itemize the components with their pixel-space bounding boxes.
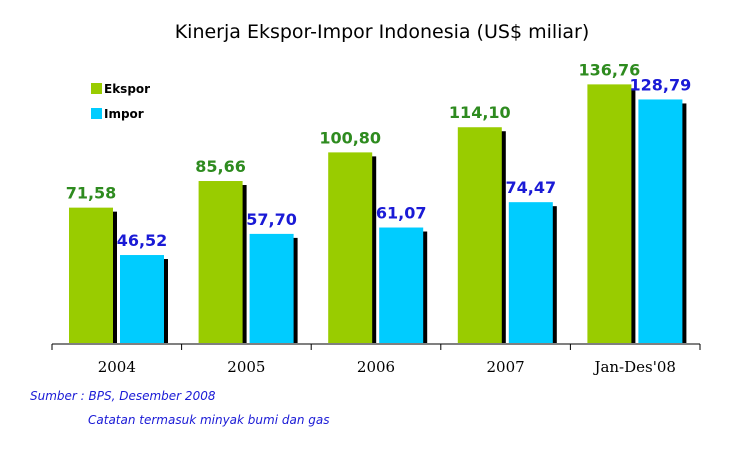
legend-swatch-ekspor [91, 83, 102, 94]
x-tick-label-jan-des-08: Jan-Des'08 [592, 358, 676, 376]
bar-impor-2007 [508, 202, 553, 343]
legend: Ekspor Impor [91, 82, 150, 121]
x-tick-label-2007: 2007 [487, 358, 525, 376]
data-label-impor-2005: 57,70 [246, 210, 297, 229]
bars-layer [69, 84, 687, 344]
data-label-impor-jan-des-08: 128,79 [630, 75, 692, 94]
bar-ekspor-2004 [69, 207, 113, 343]
bar-impor-jan-des-08 [638, 99, 683, 344]
bar-ekspor-2006 [328, 152, 373, 343]
bar-impor-2004 [120, 255, 164, 343]
chart-title: Kinerja Ekspor-Impor Indonesia (US$ mili… [175, 21, 590, 43]
legend-label-impor: Impor [104, 107, 144, 121]
bar-impor-2006 [379, 227, 424, 343]
data-label-ekspor-2004: 71,58 [66, 184, 117, 203]
data-labels-layer: 71,58 46,52 85,66 57,70 100,80 61,07 114,10 74,… [66, 60, 692, 250]
data-label-impor-2006: 61,07 [376, 204, 427, 223]
legend-label-ekspor: Ekspor [104, 82, 150, 96]
x-tick-label-2006: 2006 [357, 358, 395, 376]
x-axis-ticks: 2004 2005 2006 2007 Jan-Des'08 [51, 344, 701, 376]
data-label-ekspor-2007: 114,10 [449, 103, 511, 122]
bar-impor-2005 [249, 233, 294, 343]
source-note: Sumber : BPS, Desember 2008 [30, 389, 216, 403]
bar-ekspor-2005 [198, 181, 243, 343]
bar-ekspor-2007 [457, 127, 502, 343]
data-label-ekspor-jan-des-08: 136,76 [579, 60, 641, 79]
caption-note: Catatan termasuk minyak bumi dan gas [88, 413, 330, 427]
bar-ekspor-jan-des-08 [587, 84, 632, 343]
data-label-ekspor-2005: 85,66 [195, 157, 246, 176]
x-tick-label-2004: 2004 [98, 358, 136, 376]
x-tick-label-2005: 2005 [227, 358, 265, 376]
data-label-impor-2004: 46,52 [117, 231, 168, 250]
data-label-ekspor-2006: 100,80 [319, 128, 381, 147]
data-label-impor-2007: 74,47 [505, 178, 556, 197]
legend-swatch-impor [91, 108, 102, 119]
